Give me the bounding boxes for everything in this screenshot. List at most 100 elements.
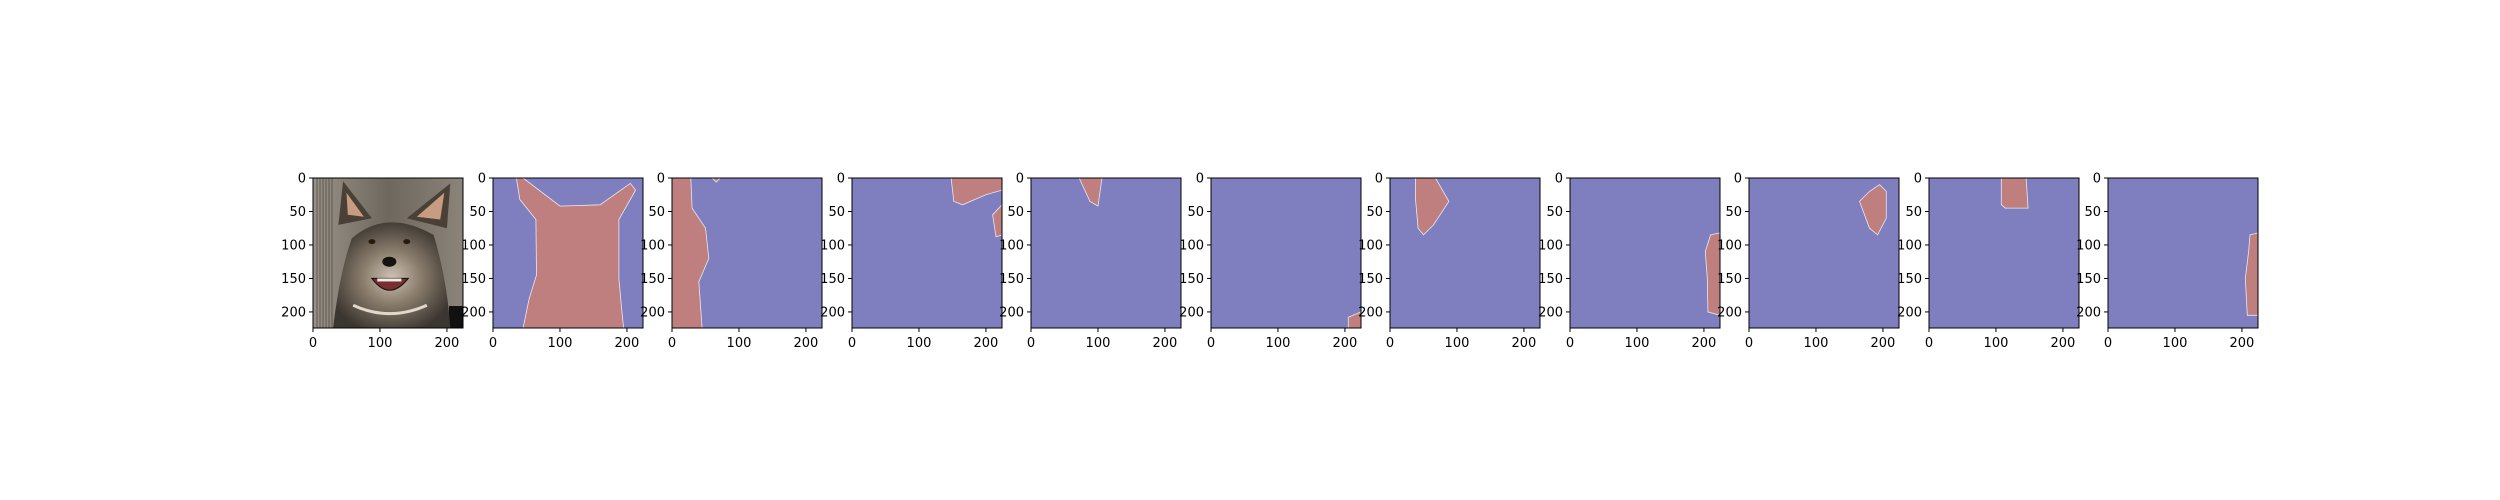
y-tick-label: 50: [1905, 205, 1922, 220]
x-tick-label: 0: [1566, 336, 1574, 351]
x-tick-label: 100: [1266, 336, 1291, 351]
x-tick-label: 100: [1804, 336, 1829, 351]
x-tick-label: 200: [974, 336, 999, 351]
panel-4: 0 50 100 150 200 0 100 200: [820, 172, 1003, 351]
y-tick-label: 50: [2084, 205, 2101, 220]
y-tick-label: 200: [1717, 305, 1742, 320]
x-tick-label: 200: [1692, 336, 1717, 351]
axes-frame: [1030, 177, 1182, 329]
x-tick-label: 200: [1512, 336, 1537, 351]
axes-frame: [1748, 177, 1900, 329]
y-tick-label: 50: [469, 205, 486, 220]
y-tick-label: 200: [820, 305, 845, 320]
axes-frame: [2107, 177, 2259, 329]
y-tick-label: 150: [1358, 272, 1383, 287]
y-tick-label: 150: [820, 272, 845, 287]
teeth: [377, 278, 402, 282]
x-tick-label: 200: [2051, 336, 2076, 351]
y-tick-label: 150: [999, 272, 1024, 287]
y-tick-label: 100: [2076, 238, 2101, 253]
y-tick-label: 200: [640, 305, 665, 320]
y-tick-label: 100: [1179, 238, 1204, 253]
x-tick-label: 200: [794, 336, 819, 351]
y-tick-label: 0: [1914, 172, 1922, 187]
x-tick-label: 200: [435, 336, 460, 351]
x-tick-label: 200: [615, 336, 640, 351]
panel-8: 0 50 100 150 200 0 100 200: [1538, 172, 1721, 351]
y-tick-label: 50: [648, 205, 665, 220]
y-tick-label: 50: [1546, 205, 1563, 220]
y-tick-label: 0: [1734, 172, 1742, 187]
x-tick-label: 0: [1925, 336, 1933, 351]
y-tick-label: 150: [1717, 272, 1742, 287]
axes-frame: [312, 177, 464, 329]
y-tick-label: 0: [657, 172, 665, 187]
chest-fur: [352, 303, 428, 315]
axes-frame: [851, 177, 1003, 329]
y-tick-label: 0: [298, 172, 306, 187]
dog-head: [333, 222, 451, 328]
y-tick-label: 100: [820, 238, 845, 253]
y-tick-label: 200: [999, 305, 1024, 320]
x-tick-label: 100: [368, 336, 393, 351]
y-tick-label: 100: [999, 238, 1024, 253]
y-tick-label: 150: [1897, 272, 1922, 287]
y-tick-label: 150: [1538, 272, 1563, 287]
y-tick-label: 0: [478, 172, 486, 187]
x-tick-label: 200: [1871, 336, 1896, 351]
x-tick-label: 100: [1984, 336, 2009, 351]
panel-11: 0 50 100 150 200 0 100 200: [2076, 172, 2259, 351]
right-ear-mask: [1859, 184, 1887, 236]
mask-background: [1390, 178, 1540, 328]
nose: [382, 256, 397, 267]
x-tick-label: 200: [2230, 336, 2255, 351]
y-tick-label: 100: [1358, 238, 1383, 253]
x-tick-label: 100: [1086, 336, 1111, 351]
axes-frame: [1569, 177, 1721, 329]
mask-background: [1570, 178, 1720, 328]
x-tick-label: 0: [1386, 336, 1394, 351]
y-tick-label: 200: [1538, 305, 1563, 320]
y-tick-label: 200: [1358, 305, 1383, 320]
mask-background: [1211, 178, 1361, 328]
panel-6: 0 50 100 150 200 0 100 200: [1179, 172, 1362, 351]
x-tick-label: 0: [1745, 336, 1753, 351]
mask-background: [1031, 178, 1181, 328]
y-tick-label: 200: [2076, 305, 2101, 320]
y-tick-label: 100: [640, 238, 665, 253]
x-tick-label: 0: [489, 336, 497, 351]
x-tick-label: 100: [1625, 336, 1650, 351]
y-tick-label: 100: [461, 238, 486, 253]
y-tick-label: 50: [1187, 205, 1204, 220]
x-tick-label: 100: [2163, 336, 2188, 351]
x-tick-label: 0: [2104, 336, 2112, 351]
y-tick-label: 200: [281, 305, 306, 320]
y-tick-label: 150: [640, 272, 665, 287]
panel-7: 0 50 100 150 200 0 100 200: [1358, 172, 1541, 351]
panel-5: 0 50 100 150 200 0 100 200: [999, 172, 1182, 351]
x-tick-label: 200: [1333, 336, 1358, 351]
x-tick-label: 200: [1153, 336, 1178, 351]
panel-3: 0 50 100 150 200 0 100 200: [640, 172, 823, 351]
y-tick-label: 50: [828, 205, 845, 220]
x-tick-label: 100: [1445, 336, 1470, 351]
right-eye: [403, 239, 411, 245]
axes-frame: [671, 177, 823, 329]
x-tick-label: 0: [1027, 336, 1035, 351]
x-tick-label: 0: [1207, 336, 1215, 351]
x-tick-label: 100: [727, 336, 752, 351]
x-tick-label: 0: [668, 336, 676, 351]
y-tick-label: 50: [1007, 205, 1024, 220]
axes-frame: [492, 177, 644, 329]
x-tick-label: 100: [907, 336, 932, 351]
y-tick-label: 100: [1538, 238, 1563, 253]
y-tick-label: 0: [1555, 172, 1563, 187]
x-tick-label: 100: [548, 336, 573, 351]
y-tick-label: 100: [1897, 238, 1922, 253]
y-tick-label: 100: [281, 238, 306, 253]
y-tick-label: 200: [1179, 305, 1204, 320]
y-tick-label: 150: [281, 272, 306, 287]
x-tick-label: 0: [309, 336, 317, 351]
mask-background: [2108, 178, 2258, 328]
